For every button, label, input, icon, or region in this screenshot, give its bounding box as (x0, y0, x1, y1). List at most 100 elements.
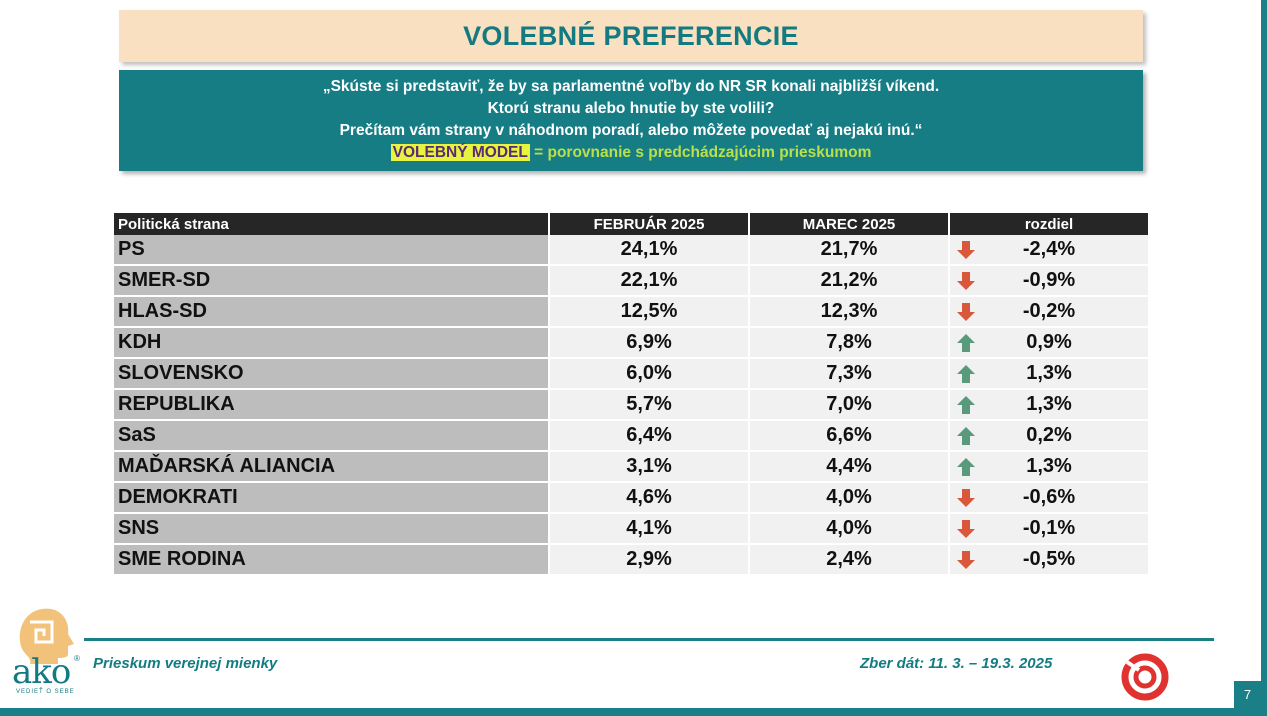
diff-value: 0,2% (1026, 424, 1072, 446)
arrow-up-icon (957, 334, 975, 352)
footer-divider (84, 638, 1214, 641)
arrow-up-icon (957, 458, 975, 476)
mar-value: 12,3% (750, 297, 948, 328)
feb-value: 4,6% (550, 483, 748, 514)
diff-value: -0,5% (1022, 548, 1076, 570)
diff-cell: 1,3% (950, 359, 1148, 390)
feb-value: 5,7% (550, 390, 748, 421)
party-name: REPUBLIKA (114, 390, 548, 421)
bottom-bar (0, 708, 1267, 716)
logo-wordmark: ako (12, 652, 71, 692)
header-feb: FEBRUÁR 2025 (550, 213, 748, 235)
mar-value: 7,8% (750, 328, 948, 359)
diff-value: 0,9% (1026, 331, 1072, 353)
table-row: HLAS-SD 12,5% 12,3% -0,2% (114, 297, 1148, 328)
party-name: SME RODINA (114, 545, 548, 576)
diff-cell: -2,4% (950, 235, 1148, 266)
model-note: = porovnanie s predchádzajúcim prieskumo… (529, 144, 872, 161)
diff-cell: -0,5% (950, 545, 1148, 576)
table-row: SNS 4,1% 4,0% -0,1% (114, 514, 1148, 545)
feb-value: 3,1% (550, 452, 748, 483)
question-line-2: Ktorú stranu alebo hnutie by ste volili? (487, 100, 775, 117)
diff-cell: -0,9% (950, 266, 1148, 297)
table-row: SLOVENSKO 6,0% 7,3% 1,3% (114, 359, 1148, 390)
mar-value: 21,7% (750, 235, 948, 266)
diff-cell: 0,9% (950, 328, 1148, 359)
diff-cell: -0,2% (950, 297, 1148, 328)
mar-value: 7,0% (750, 390, 948, 421)
question-line-1: „Skúste si predstaviť, že by sa parlamen… (322, 78, 940, 95)
party-name: SNS (114, 514, 548, 545)
title-banner: VOLEBNÉ PREFERENCIE (119, 10, 1143, 62)
arrow-up-icon (957, 396, 975, 414)
registered-mark: ® (74, 654, 80, 663)
footer-survey-label: Prieskum verejnej mienky (93, 655, 278, 672)
table-row: MAĎARSKÁ ALIANCIA 3,1% 4,4% 1,3% (114, 452, 1148, 483)
diff-cell: 1,3% (950, 390, 1148, 421)
feb-value: 24,1% (550, 235, 748, 266)
diff-value: -0,6% (1022, 486, 1076, 508)
diff-value: -0,1% (1022, 517, 1076, 539)
arrow-down-icon (957, 551, 975, 569)
arrow-down-icon (957, 303, 975, 321)
party-name: SaS (114, 421, 548, 452)
model-tag: VOLEBNÝ MODEL (390, 144, 530, 161)
party-name: HLAS-SD (114, 297, 548, 328)
footer-date-range: Zber dát: 11. 3. – 19.3. 2025 (860, 655, 1053, 672)
table-header-row: Politická strana FEBRUÁR 2025 MAREC 2025… (114, 213, 1148, 235)
mar-value: 2,4% (750, 545, 948, 576)
table-body: PS 24,1% 21,7% -2,4% SMER-SD 22,1% 21,2% -0,9% H… (114, 235, 1148, 576)
table-row: SaS 6,4% 6,6% 0,2% (114, 421, 1148, 452)
table-row: REPUBLIKA 5,7% 7,0% 1,3% (114, 390, 1148, 421)
arrow-down-icon (957, 520, 975, 538)
arrow-down-icon (957, 241, 975, 259)
feb-value: 6,9% (550, 328, 748, 359)
header-party: Politická strana (114, 213, 548, 235)
feb-value: 6,0% (550, 359, 748, 390)
feb-value: 12,5% (550, 297, 748, 328)
tv-channel-logo (1121, 653, 1169, 701)
results-table: Politická strana FEBRUÁR 2025 MAREC 2025… (112, 213, 1150, 576)
mar-value: 4,4% (750, 452, 948, 483)
mar-value: 4,0% (750, 483, 948, 514)
question-box: „Skúste si predstaviť, že by sa parlamen… (119, 70, 1143, 171)
diff-cell: -0,1% (950, 514, 1148, 545)
mar-value: 21,2% (750, 266, 948, 297)
question-line-3: Prečítam vám strany v náhodnom poradí, a… (339, 122, 923, 139)
model-line: VOLEBNÝ MODEL = porovnanie s predchádzaj… (119, 142, 1143, 164)
arrow-up-icon (957, 427, 975, 445)
party-name: SLOVENSKO (114, 359, 548, 390)
arrow-up-icon (957, 365, 975, 383)
table-row: DEMOKRATI 4,6% 4,0% -0,6% (114, 483, 1148, 514)
diff-value: 1,3% (1026, 455, 1072, 477)
mar-value: 6,6% (750, 421, 948, 452)
diff-value: -0,2% (1022, 300, 1076, 322)
header-diff: rozdiel (950, 213, 1148, 235)
party-name: DEMOKRATI (114, 483, 548, 514)
feb-value: 4,1% (550, 514, 748, 545)
diff-cell: 1,3% (950, 452, 1148, 483)
arrow-down-icon (957, 272, 975, 290)
party-name: PS (114, 235, 548, 266)
header-mar: MAREC 2025 (750, 213, 948, 235)
table-row: SME RODINA 2,9% 2,4% -0,5% (114, 545, 1148, 576)
party-name: SMER-SD (114, 266, 548, 297)
page-number: 7 (1234, 681, 1261, 708)
feb-value: 6,4% (550, 421, 748, 452)
mar-value: 7,3% (750, 359, 948, 390)
feb-value: 22,1% (550, 266, 748, 297)
party-name: MAĎARSKÁ ALIANCIA (114, 452, 548, 483)
page-title: VOLEBNÉ PREFERENCIE (463, 20, 799, 51)
diff-cell: -0,6% (950, 483, 1148, 514)
logo-tagline: VEDIEŤ O SEBE (16, 689, 75, 695)
feb-value: 2,9% (550, 545, 748, 576)
table-row: PS 24,1% 21,7% -2,4% (114, 235, 1148, 266)
diff-value: -2,4% (1022, 238, 1076, 260)
right-frame-bar (1261, 0, 1267, 716)
party-name: KDH (114, 328, 548, 359)
ako-head-logo (19, 608, 74, 664)
diff-cell: 0,2% (950, 421, 1148, 452)
arrow-down-icon (957, 489, 975, 507)
mar-value: 4,0% (750, 514, 948, 545)
diff-value: 1,3% (1026, 362, 1072, 384)
